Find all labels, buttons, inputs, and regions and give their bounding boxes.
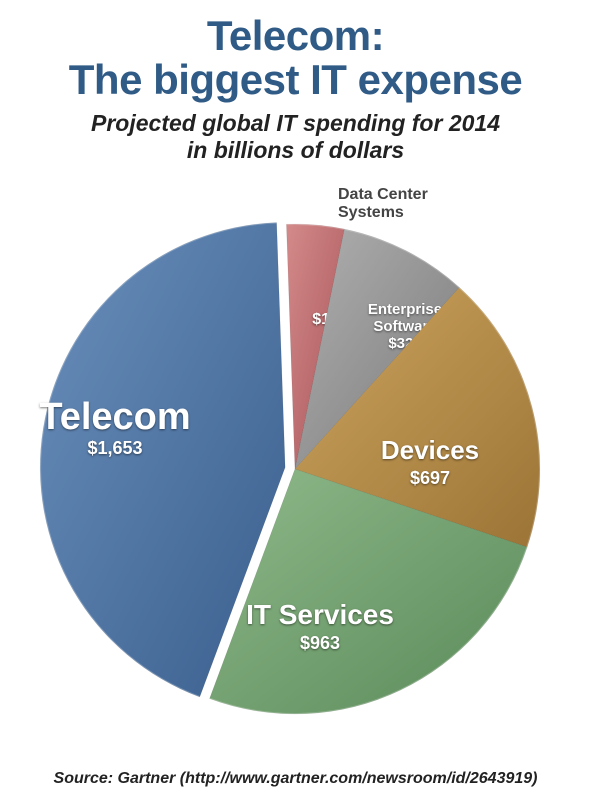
slice-label2-data-center-systems: Systems — [338, 204, 404, 221]
title-line-2: The biggest IT expense — [0, 58, 591, 102]
pie-chart-svg: Data CenterSystems$143EnterpriseSoftware… — [0, 169, 591, 749]
subtitle-line-1: Projected global IT spending for 2014 — [0, 110, 591, 136]
source-attribution: Source: Gartner (http://www.gartner.com/… — [0, 770, 591, 788]
slice-value-telecom: $1,653 — [87, 438, 142, 458]
title-line-1: Telecom: — [0, 14, 591, 58]
slice-label-devices: Devices — [381, 435, 479, 465]
pie-chart: Data CenterSystems$143EnterpriseSoftware… — [0, 169, 591, 749]
slice-label-enterprise-software: Enterprise — [368, 301, 442, 318]
slice-label-data-center-systems: Data Center — [338, 186, 428, 203]
slice-value-devices: $697 — [410, 468, 450, 488]
page-title: Telecom: The biggest IT expense — [0, 14, 591, 102]
slice-value-it-services: $963 — [300, 633, 340, 653]
slice-label-it-services: IT Services — [246, 599, 394, 630]
page-subtitle: Projected global IT spending for 2014 in… — [0, 110, 591, 163]
subtitle-line-2: in billions of dollars — [0, 137, 591, 163]
slice-label-telecom: Telecom — [39, 396, 190, 438]
